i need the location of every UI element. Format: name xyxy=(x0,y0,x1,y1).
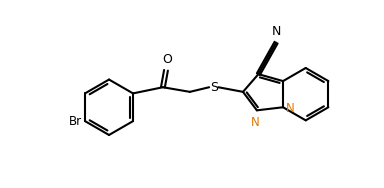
Text: S: S xyxy=(210,81,218,94)
Text: N: N xyxy=(272,25,281,38)
Text: Br: Br xyxy=(69,115,82,128)
Text: N: N xyxy=(286,102,295,115)
Text: N: N xyxy=(251,116,260,129)
Text: O: O xyxy=(162,53,172,66)
